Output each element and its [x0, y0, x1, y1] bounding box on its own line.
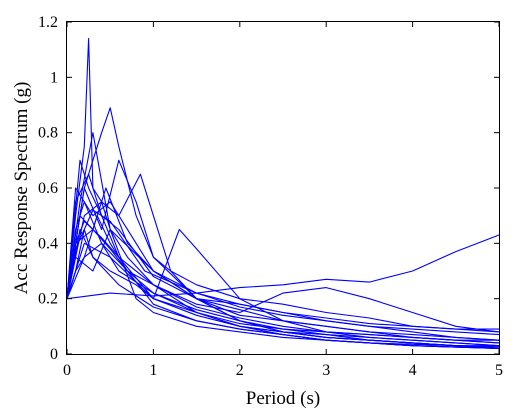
x-axis-label: Period (s)	[246, 388, 320, 409]
y-tick-label: 1.2	[38, 14, 58, 31]
series-line-18	[66, 242, 500, 350]
series-line-7	[66, 187, 500, 341]
series-line-8	[66, 201, 500, 333]
axis-ticks	[66, 21, 500, 355]
series-line-2	[66, 107, 500, 348]
series-line-1	[66, 38, 500, 350]
x-tick-label: 3	[322, 362, 330, 379]
series-line-5	[66, 234, 500, 300]
tick-labels: 0 1 2 3 4 5 0 0.2 0.4 0.6 0.8 1 1.2	[38, 14, 503, 379]
series-line-15	[66, 187, 500, 336]
x-tick-label: 5	[495, 362, 503, 379]
y-axis-label: Acc Response Spectrum (g)	[11, 82, 32, 295]
y-tick-label: 0.4	[38, 235, 58, 252]
plot-frame	[66, 21, 500, 355]
series-line-14	[66, 228, 500, 350]
series-line-19	[66, 209, 499, 330]
series-line-16	[66, 228, 499, 341]
y-tick-label: 1	[50, 69, 58, 86]
y-tick-label: 0.6	[38, 180, 58, 197]
x-tick-label: 1	[149, 362, 157, 379]
y-tick-label: 0	[50, 346, 58, 363]
x-tick-label: 4	[409, 362, 417, 379]
y-tick-label: 0.8	[38, 125, 58, 142]
series-line-20	[66, 228, 499, 347]
x-tick-label: 0	[63, 362, 71, 379]
plot-lines	[66, 38, 500, 350]
series-line-12	[66, 159, 500, 333]
x-tick-label: 2	[236, 362, 244, 379]
y-tick-label: 0.2	[38, 291, 58, 308]
